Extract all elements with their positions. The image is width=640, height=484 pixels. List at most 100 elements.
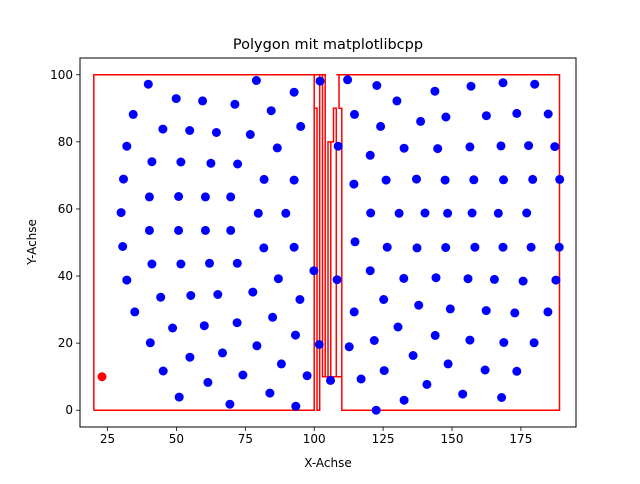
data-point [393, 322, 403, 332]
data-point [470, 242, 480, 252]
data-point [174, 392, 184, 402]
data-point [226, 225, 236, 235]
data-point [499, 175, 508, 185]
data-point [174, 225, 184, 235]
data-point [498, 242, 508, 252]
data-point [289, 175, 299, 185]
data-point [526, 242, 536, 252]
data-point [365, 266, 375, 276]
data-point [203, 377, 213, 387]
data-point [186, 291, 196, 300]
data-point [469, 175, 479, 185]
data-point [543, 109, 553, 119]
data-point [399, 395, 409, 405]
data-point [309, 266, 319, 276]
data-point [399, 143, 409, 153]
y-axis-label: Y-Achse [25, 219, 39, 266]
data-point [248, 287, 258, 297]
data-point [295, 295, 305, 304]
data-point [147, 259, 157, 269]
data-point [420, 208, 430, 218]
data-point [147, 157, 157, 167]
data-point [350, 109, 359, 119]
data-point [465, 142, 475, 152]
data-point [430, 86, 440, 96]
data-point [130, 307, 140, 317]
data-point [443, 359, 453, 369]
data-point [422, 379, 432, 389]
data-point [268, 312, 278, 322]
data-point [289, 87, 299, 97]
data-point [144, 225, 154, 235]
data-point [524, 141, 534, 151]
data-point [289, 242, 299, 252]
chart-title: Polygon mit matplotlibcpp [233, 37, 423, 53]
data-point [510, 308, 520, 318]
x-tick-label: 25 [100, 432, 115, 446]
data-point [350, 237, 360, 247]
data-point [543, 307, 553, 317]
data-point [128, 109, 138, 119]
data-point [458, 389, 468, 399]
data-point [498, 78, 508, 88]
data-point [382, 242, 392, 252]
data-point [119, 174, 128, 184]
data-point [291, 401, 301, 411]
data-point [554, 242, 564, 252]
data-point [265, 388, 275, 398]
data-point [343, 75, 353, 85]
data-point [349, 307, 359, 317]
data-point [371, 405, 381, 415]
data-point [481, 111, 491, 121]
data-point [200, 225, 210, 235]
data-point [551, 275, 561, 285]
y-tick-label: 60 [58, 202, 73, 216]
x-tick-label: 50 [169, 432, 184, 446]
data-point [199, 321, 209, 331]
data-point [259, 174, 269, 184]
data-point [497, 393, 507, 402]
data-point [296, 121, 306, 131]
data-point [314, 340, 324, 349]
data-point [480, 365, 490, 375]
data-point [232, 318, 242, 328]
data-point [408, 351, 418, 360]
data-point [430, 330, 440, 340]
data-point [143, 79, 153, 89]
data-point [555, 174, 565, 184]
data-point [433, 144, 443, 154]
y-tick-label: 80 [58, 135, 73, 149]
data-point [379, 366, 389, 376]
data-point [522, 208, 532, 218]
data-point [206, 158, 216, 168]
data-point [493, 208, 503, 218]
data-point [529, 338, 539, 348]
plot-area [93, 74, 565, 415]
x-tick-label: 175 [509, 432, 532, 446]
data-point [344, 342, 354, 352]
data-point [518, 276, 528, 286]
data-point [414, 300, 424, 310]
data-point [156, 292, 166, 302]
data-point [185, 126, 195, 135]
data-point [259, 243, 269, 253]
data-point [394, 208, 404, 218]
data-point [512, 108, 522, 118]
data-point [445, 304, 455, 314]
data-point [251, 76, 261, 85]
data-point [238, 370, 248, 380]
data-point [211, 128, 221, 137]
data-point [252, 341, 262, 351]
data-point [441, 112, 451, 122]
data-point [528, 174, 538, 184]
data-point [416, 116, 426, 126]
start-point [97, 372, 107, 382]
x-tick-label: 100 [303, 432, 326, 446]
data-point [412, 174, 421, 184]
data-point [376, 121, 386, 131]
data-point [379, 295, 389, 304]
data-point [198, 96, 208, 106]
data-point [218, 348, 227, 358]
data-point [381, 175, 391, 185]
data-point [272, 143, 282, 153]
